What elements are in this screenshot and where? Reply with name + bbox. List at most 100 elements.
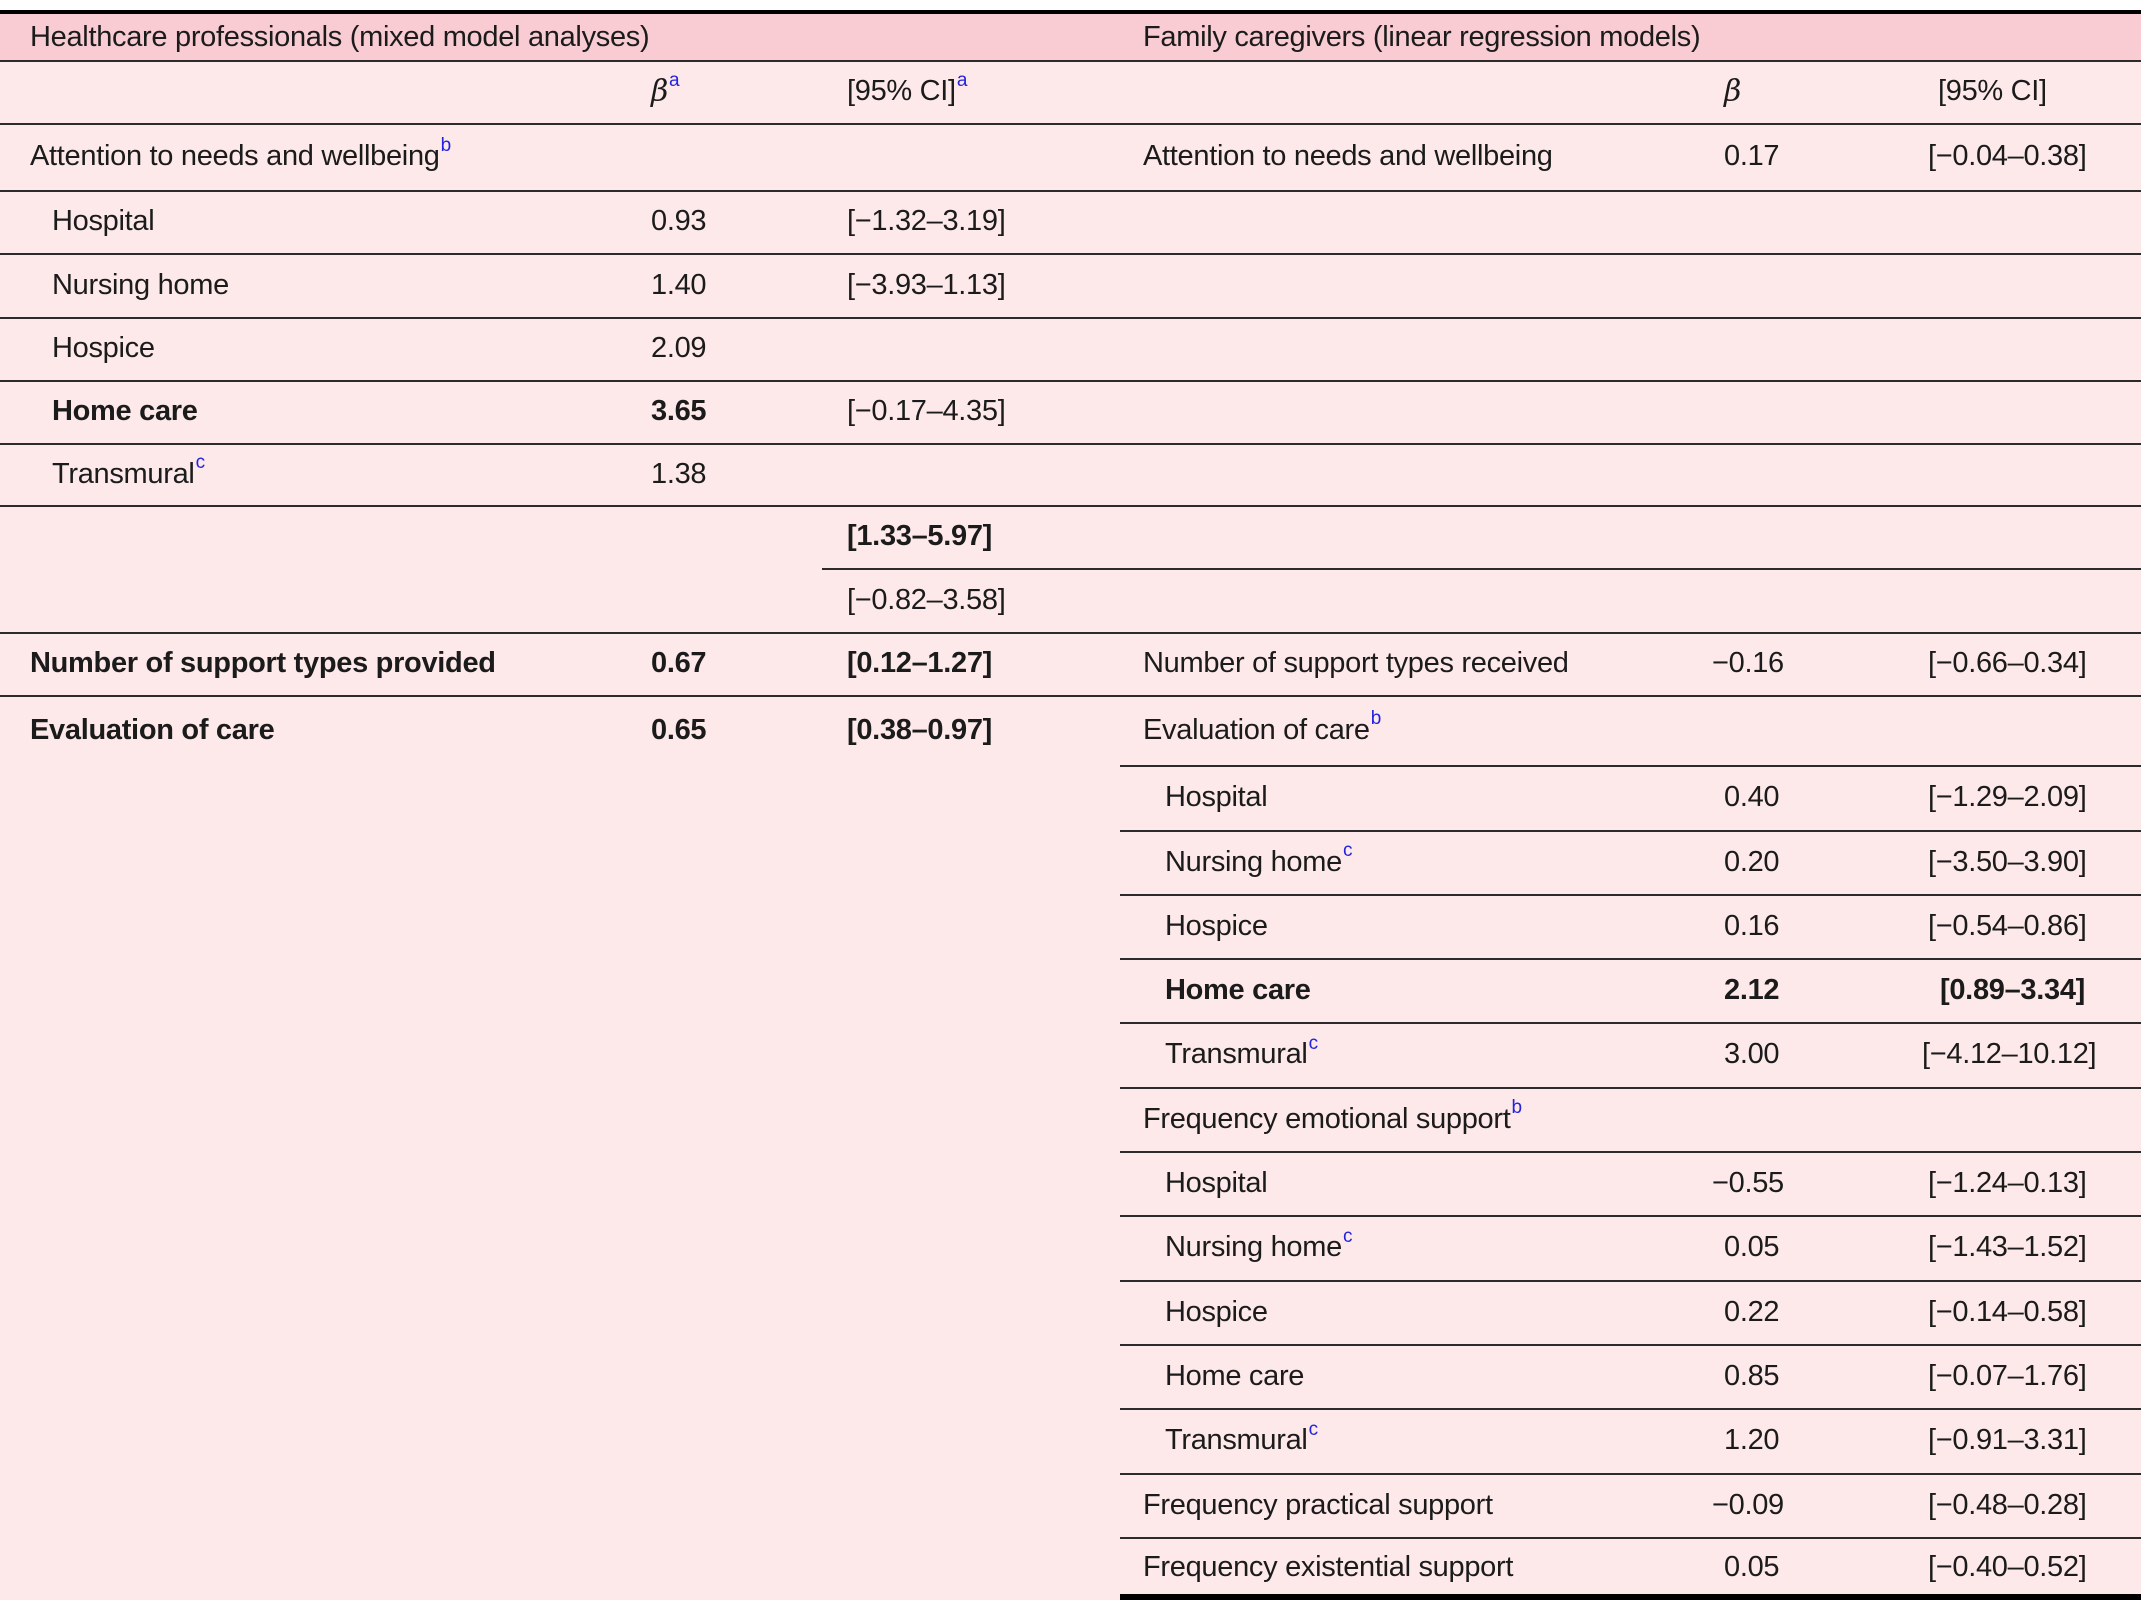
row-divider: [0, 505, 2141, 507]
fc-freq-hospice-beta: 0.22: [1724, 1295, 1780, 1328]
fc-freq-transmural-ci: [−0.91–3.31]: [1928, 1424, 2087, 1456]
hp-evaluation-ci: [0.38–0.97]: [847, 713, 993, 746]
right-row-divider: [1120, 958, 2141, 960]
hp-home-care-beta: 3.65: [651, 395, 707, 427]
table-body-background: [0, 14, 2141, 1600]
hp-support-types-ci: [0.12–1.27]: [847, 647, 993, 679]
right-row-divider: [1120, 1215, 2141, 1217]
fc-freq-home-care-label: Home care: [1165, 1359, 1305, 1392]
fc-attention-ci: [−0.04–0.38]: [1928, 140, 2087, 172]
footnote-marker-c: c: [1342, 1225, 1353, 1247]
section-header-band: [0, 14, 2141, 60]
hp-hospital-label: Hospital: [52, 205, 155, 237]
footnote-marker-c: c: [1308, 1418, 1319, 1440]
fc-freq-existential-ci: [−0.40–0.52]: [1928, 1550, 2087, 1583]
row-divider: [0, 695, 2141, 697]
footnote-marker-b: b: [1511, 1097, 1523, 1118]
row-divider: [0, 123, 2141, 125]
hp-nursing-home-beta: 1.40: [651, 268, 707, 301]
fc-eval-nursing-home-beta: 0.20: [1724, 845, 1780, 878]
fc-support-types-label: Number of support types received: [1143, 647, 1569, 679]
right-row-divider: [1120, 1087, 2141, 1089]
fc-freq-transmural-beta: 1.20: [1724, 1424, 1780, 1456]
right-row-divider: [1120, 1151, 2141, 1153]
fc-ci-column-header: [95% CI]: [1938, 75, 2047, 107]
fc-freq-nursing-home-beta: 0.05: [1724, 1231, 1780, 1263]
footnote-marker-c: c: [1308, 1032, 1319, 1054]
footnote-marker-b: b: [440, 134, 452, 156]
footnote-marker-b: b: [1370, 708, 1382, 729]
hp-orphan-ci-1: [1.33–5.97]: [847, 520, 993, 552]
fc-support-types-ci: [−0.66–0.34]: [1928, 647, 2087, 679]
bottom-rule: [1120, 1594, 2141, 1600]
row-divider: [0, 253, 2141, 255]
fc-freq-existential-label: Frequency existential support: [1143, 1550, 1514, 1583]
right-row-divider: [1120, 1022, 2141, 1024]
fc-eval-home-care-label: Home care: [1165, 973, 1311, 1006]
fc-freq-emotional-label: Frequency emotional support b: [1143, 1097, 1523, 1135]
hp-attention-label: Attention to needs and wellbeing b: [30, 134, 452, 173]
hp-support-types-label: Number of support types provided: [30, 647, 496, 679]
footnote-marker-c: c: [1342, 840, 1353, 861]
fc-eval-hospice-beta: 0.16: [1724, 909, 1780, 942]
fc-freq-home-care-ci: [−0.07–1.76]: [1928, 1359, 2087, 1392]
hp-hospital-beta: 0.93: [651, 205, 707, 237]
right-row-divider: [1120, 894, 2141, 896]
fc-attention-label: Attention to needs and wellbeing: [1143, 140, 1553, 172]
fc-eval-hospice-ci: [−0.54–0.86]: [1928, 909, 2087, 942]
fc-freq-nursing-home-ci: [−1.43–1.52]: [1928, 1231, 2087, 1263]
hp-section-title: Healthcare professionals (mixed model an…: [30, 20, 650, 53]
fc-eval-hospital-ci: [−1.29–2.09]: [1928, 781, 2087, 813]
hp-hospice-beta: 2.09: [651, 332, 707, 364]
right-row-divider: [1120, 1473, 2141, 1475]
row-divider: [0, 380, 2141, 382]
right-row-divider: [1120, 1537, 2141, 1539]
footnote-marker-a: a: [956, 69, 968, 91]
hp-nursing-home-label: Nursing home: [52, 268, 229, 301]
fc-eval-hospice-label: Hospice: [1165, 909, 1268, 942]
fc-beta-column-header: β: [1724, 74, 1742, 109]
hp-hospice-label: Hospice: [52, 332, 155, 364]
fc-freq-transmural-label: Transmural c: [1165, 1418, 1319, 1457]
fc-freq-practical-beta: −0.09: [1712, 1488, 1784, 1521]
right-row-divider: [1120, 830, 2141, 832]
fc-section-title: Family caregivers (linear regression mod…: [1143, 20, 1701, 53]
footnote-marker-a: a: [669, 69, 680, 91]
row-divider: [0, 190, 2141, 192]
fc-freq-practical-label: Frequency practical support: [1143, 1488, 1493, 1521]
fc-evaluation-label: Evaluation of care b: [1143, 708, 1382, 746]
row-divider: [0, 60, 2141, 62]
fc-freq-home-care-beta: 0.85: [1724, 1359, 1780, 1392]
hp-transmural-label: Transmural c: [52, 452, 206, 490]
fc-eval-hospital-beta: 0.40: [1724, 781, 1780, 813]
fc-freq-hospital-label: Hospital: [1165, 1166, 1268, 1199]
fc-eval-home-care-beta: 2.12: [1724, 973, 1780, 1006]
fc-eval-transmural-beta: 3.00: [1724, 1038, 1780, 1070]
row-divider: [0, 632, 2141, 634]
fc-attention-beta: 0.17: [1724, 140, 1780, 172]
fc-support-types-beta: −0.16: [1712, 647, 1784, 679]
hp-nursing-home-ci: [−3.93–1.13]: [847, 268, 1006, 301]
hp-home-care-ci: [−0.17–4.35]: [847, 395, 1006, 427]
fc-eval-transmural-label: Transmural c: [1165, 1032, 1319, 1071]
fc-eval-home-care-ci: [0.89–3.34]: [1940, 973, 2086, 1006]
right-row-divider: [1120, 1280, 2141, 1282]
hp-evaluation-beta: 0.65: [651, 713, 707, 746]
fc-eval-nursing-home-label: Nursing home c: [1165, 840, 1353, 878]
fc-eval-nursing-home-ci: [−3.50–3.90]: [1928, 845, 2087, 878]
fc-eval-transmural-ci: [−4.12–10.12]: [1922, 1038, 2097, 1070]
row-divider: [0, 317, 2141, 319]
hp-home-care-label: Home care: [52, 395, 198, 427]
partial-row-divider: [822, 568, 2141, 570]
right-row-divider: [1120, 1408, 2141, 1410]
right-row-divider: [1120, 1344, 2141, 1346]
row-divider: [0, 443, 2141, 445]
hp-hospital-ci: [−1.32–3.19]: [847, 205, 1006, 237]
hp-evaluation-label: Evaluation of care: [30, 713, 275, 746]
hp-transmural-beta: 1.38: [651, 457, 707, 490]
fc-eval-hospital-label: Hospital: [1165, 781, 1268, 813]
fc-freq-nursing-home-label: Nursing home c: [1165, 1225, 1353, 1264]
fc-freq-practical-ci: [−0.48–0.28]: [1928, 1488, 2087, 1521]
